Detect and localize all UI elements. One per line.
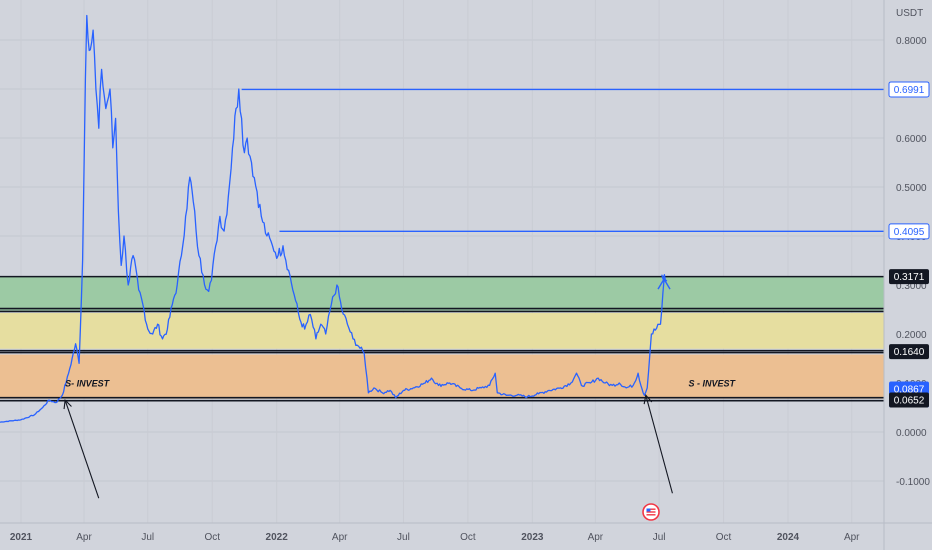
price-tag-box [888, 81, 930, 98]
arrow-head [643, 394, 653, 405]
price-tag: 0.3171 [889, 269, 929, 285]
zone-orange [0, 354, 884, 399]
x-tick-label: Jul [397, 532, 410, 543]
price-tag-label: 0.4095 [894, 227, 925, 238]
currency-label: USDT [896, 8, 923, 19]
price-tag-box [889, 344, 929, 360]
price-tag: 0.4095 [888, 223, 930, 240]
price-tag: 0.1640 [889, 344, 929, 360]
price-tag-box [888, 223, 930, 240]
y-tick-label: -0.1000 [896, 477, 930, 488]
price-tag-box [889, 269, 929, 285]
price-line [0, 14, 668, 423]
x-tick-label: Apr [332, 532, 348, 543]
arrow-head [63, 398, 72, 410]
x-tick-label: 2022 [266, 532, 289, 543]
annotations: S- INVEST S - INVEST [65, 379, 736, 389]
x-tick-label: Oct [204, 532, 220, 543]
x-tick-label: Apr [844, 532, 860, 543]
price-series [0, 14, 671, 423]
x-tick-label: Oct [716, 532, 732, 543]
x-tick-label: Jul [141, 532, 154, 543]
flag-icon[interactable] [642, 503, 660, 521]
price-tag-label: 0.1640 [894, 347, 925, 358]
price-tag-box [889, 392, 929, 408]
arrows [63, 394, 673, 499]
x-tick-label: Oct [460, 532, 476, 543]
horizontal-rays[interactable] [241, 88, 884, 233]
x-tick-label: Apr [76, 532, 92, 543]
price-zones [0, 276, 884, 399]
support-lines [0, 275, 884, 402]
y-tick-label: 0.5000 [896, 183, 927, 194]
price-tag-label: 0.6991 [894, 85, 925, 96]
price-tag-label: 0.3171 [894, 272, 925, 283]
price-tag-label: 0.0652 [894, 396, 925, 407]
arrow-shaft [64, 399, 100, 499]
price-tag-label: 0.0867 [894, 385, 925, 396]
price-tag: 0.0652 [889, 392, 929, 408]
time-axis[interactable]: 2021 Apr Jul Oct 2022 Apr Jul Oct 2023 Apr Jul Oct 2… [10, 532, 860, 543]
y-tick-label: 0.2000 [896, 330, 927, 341]
annotation-label: S- INVEST [65, 379, 111, 389]
price-tags: 0.69910.40950.31710.16400.086704:29:210.… [888, 81, 930, 408]
x-tick-label: Jul [653, 532, 666, 543]
y-tick-label: 0.6000 [896, 134, 927, 145]
y-tick-label: 0.0000 [896, 428, 927, 439]
price-tag: 0.6991 [888, 81, 930, 98]
projection-arrowhead [657, 277, 671, 290]
arrow-shaft [645, 395, 673, 494]
x-tick-label: 2021 [10, 532, 33, 543]
x-tick-label: Apr [588, 532, 604, 543]
zone-green [0, 276, 884, 311]
y-tick-label: 0.8000 [896, 36, 927, 47]
annotation-label: S - INVEST [689, 379, 737, 389]
x-tick-label: 2024 [777, 532, 800, 543]
x-tick-label: 2023 [521, 532, 544, 543]
zone-yellow [0, 312, 884, 349]
y-tick-label: 0.3000 [896, 281, 927, 292]
